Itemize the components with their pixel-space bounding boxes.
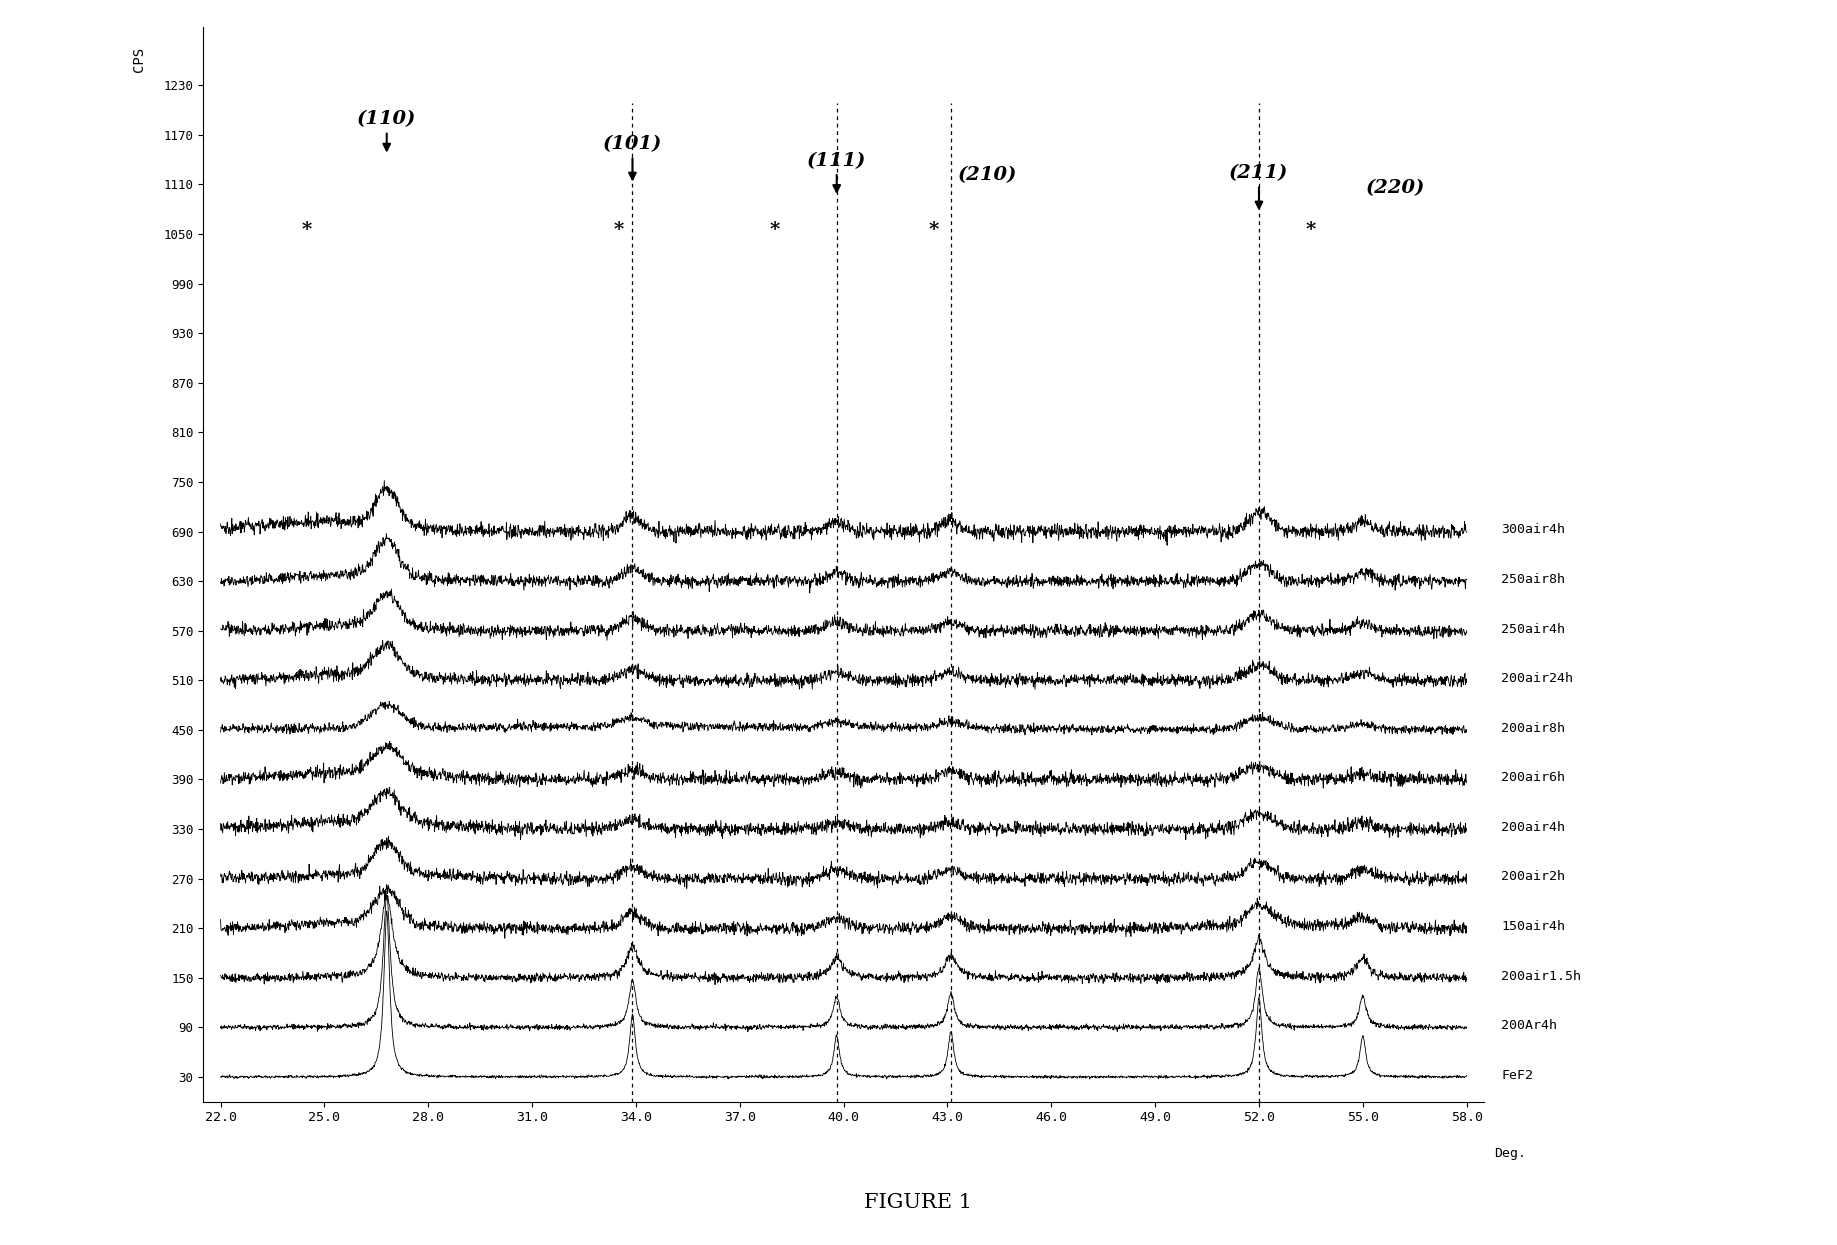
Text: 250air8h: 250air8h (1501, 573, 1565, 586)
Text: (111): (111) (806, 152, 867, 169)
Text: 200air2h: 200air2h (1501, 870, 1565, 884)
Text: 200air6h: 200air6h (1501, 772, 1565, 784)
Text: 150air4h: 150air4h (1501, 920, 1565, 933)
Text: (210): (210) (957, 167, 1018, 184)
Text: 200air8h: 200air8h (1501, 722, 1565, 735)
Text: ^: ^ (296, 669, 305, 684)
Text: 200air4h: 200air4h (1501, 820, 1565, 834)
Text: 200Ar4h: 200Ar4h (1501, 1020, 1558, 1032)
Text: *: * (301, 220, 312, 239)
Text: 200air1.5h: 200air1.5h (1501, 970, 1582, 982)
Text: 250air4h: 250air4h (1501, 622, 1565, 635)
Text: *: * (614, 220, 625, 239)
Text: (220): (220) (1367, 179, 1426, 197)
Text: 300air4h: 300air4h (1501, 523, 1565, 537)
Text: FIGURE 1: FIGURE 1 (865, 1193, 972, 1211)
Text: (211): (211) (1229, 164, 1290, 182)
Text: *: * (770, 220, 779, 239)
Text: FeF2: FeF2 (1501, 1068, 1534, 1082)
Text: (101): (101) (603, 134, 661, 153)
Text: (110): (110) (356, 111, 417, 128)
Text: Deg.: Deg. (1493, 1147, 1527, 1160)
Text: *: * (928, 220, 939, 239)
Y-axis label: CPS: CPS (132, 47, 145, 72)
Text: 200air24h: 200air24h (1501, 672, 1572, 685)
Text: *: * (1306, 220, 1315, 239)
